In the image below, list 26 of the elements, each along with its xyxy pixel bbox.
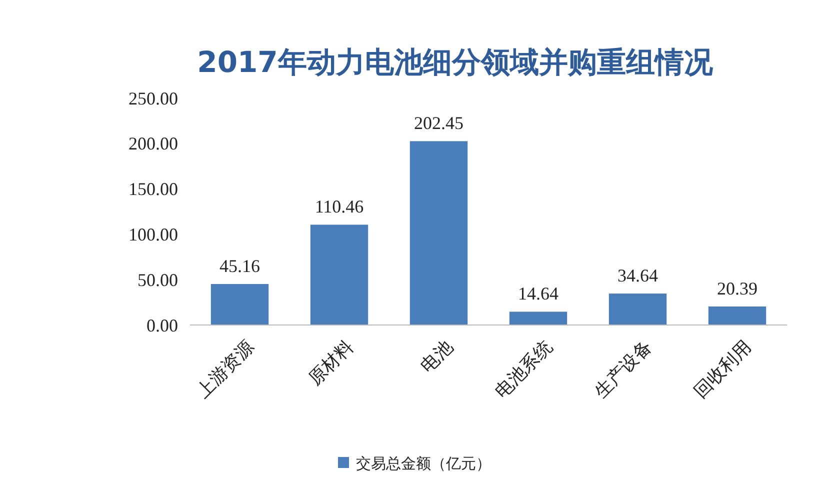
x-tick-label: 原材料 xyxy=(304,336,357,389)
data-label: 202.45 xyxy=(414,113,464,134)
data-label: 20.39 xyxy=(717,278,758,298)
x-tick-label: 生产设备 xyxy=(590,336,656,402)
bar xyxy=(310,224,368,325)
data-label: 34.64 xyxy=(618,266,658,286)
x-tick-label: 回收利用 xyxy=(690,336,755,402)
x-tick-label: 上游资源 xyxy=(192,336,258,402)
y-tick-label: 100.00 xyxy=(128,224,178,244)
y-tick-label: 50.00 xyxy=(138,270,178,290)
y-tick-label: 150.00 xyxy=(128,179,178,200)
data-label: 14.64 xyxy=(518,284,558,304)
data-label: 110.46 xyxy=(314,196,364,217)
bar xyxy=(708,306,766,325)
bar xyxy=(509,312,568,325)
x-tick-label: 电池 xyxy=(416,336,456,376)
data-label: 45.16 xyxy=(220,256,260,276)
bar xyxy=(410,141,468,325)
bar xyxy=(210,284,269,325)
x-tick-label: 电池系统 xyxy=(490,336,556,402)
y-tick-label: 200.00 xyxy=(128,134,178,154)
chart-title: 2017年动力电池细分领域并购重组情况 xyxy=(197,45,714,79)
y-tick-label: 250.00 xyxy=(128,88,178,108)
bar xyxy=(608,294,667,325)
y-tick-label: 0.00 xyxy=(146,315,178,336)
legend-label: 交易总金额（亿元） xyxy=(356,455,491,472)
